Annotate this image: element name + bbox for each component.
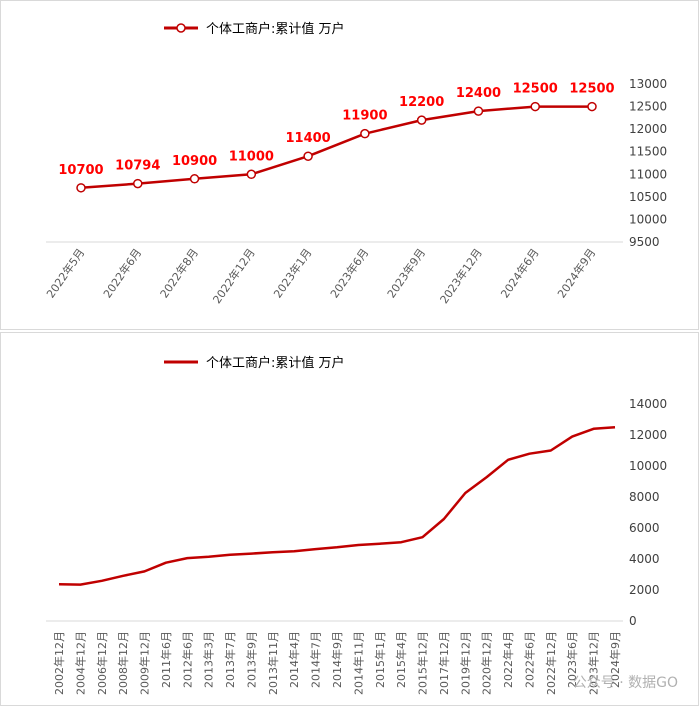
x-tick-label: 2024年9月: [554, 246, 598, 301]
y-tick-label: 9500: [629, 235, 660, 249]
watermark-text: 公众号 · 数据GO: [572, 675, 678, 691]
x-tick-label: 2014年11月: [351, 631, 365, 695]
y-tick-label: 10500: [629, 190, 667, 204]
y-tick-label: 0: [629, 614, 637, 628]
y-tick-label: 14000: [629, 397, 667, 411]
x-tick-label: 2023年6月: [565, 631, 579, 688]
y-tick-label: 4000: [629, 552, 660, 566]
data-point: [133, 178, 143, 189]
x-tick-label: 2013年11月: [266, 631, 280, 695]
chart-bottom-svg: 个体工商户:累计值 万户 0 2000 4000 6000 8000 10000 12000 1…: [46, 355, 667, 695]
data-point: [189, 174, 200, 184]
data-label: 12200: [399, 95, 444, 110]
y-tick-label: 6000: [629, 521, 660, 535]
x-tick-label: 2011年6月: [159, 631, 173, 688]
x-tick-label: 2014年9月: [330, 631, 344, 688]
legend-label: 个体工商户:累计值 万户: [206, 355, 345, 371]
x-tick-label: 2022年6月: [100, 246, 144, 301]
y-tick-label: 12500: [629, 100, 667, 114]
data-label: 12500: [569, 82, 614, 97]
y-tick-label: 12000: [629, 428, 667, 442]
x-tick-label: 2015年1月: [373, 631, 387, 688]
x-tick-label: 2024年9月: [608, 631, 622, 688]
x-tick-label: 2017年12月: [437, 631, 451, 695]
chart-panel-bottom: 个体工商户:累计值 万户 0 2000 4000 6000 8000 10000 12000 1…: [0, 332, 699, 706]
x-tick-label: 2015年12月: [416, 631, 430, 695]
x-tick-label: 2013年7月: [223, 631, 237, 688]
legend-marker: [176, 23, 186, 33]
data-label: 11900: [342, 109, 387, 124]
x-tick-label: 2022年12月: [544, 631, 558, 695]
x-tick-label: 2023年12月: [437, 246, 485, 306]
y-tick-label: 11000: [629, 167, 667, 181]
data-label: 12400: [456, 86, 501, 101]
x-tick-label: 2002年12月: [52, 631, 66, 695]
y-tick-label: 11500: [629, 145, 667, 159]
data-point: [416, 115, 427, 125]
x-tick-label: 2022年12月: [210, 246, 258, 306]
x-tick-label: 2023年1月: [270, 246, 314, 301]
x-tick-label: 2006年12月: [95, 631, 109, 695]
x-tick-label: 2023年12月: [587, 631, 601, 695]
data-point: [246, 169, 257, 180]
y-tick-label: 12000: [629, 122, 667, 136]
data-point: [76, 183, 86, 193]
x-tick-label: 2022年8月: [157, 246, 201, 301]
series-line: [80, 105, 592, 190]
x-tick-label: 2004年12月: [73, 631, 87, 695]
x-tick-label: 2022年4月: [501, 631, 515, 688]
data-label: 10794: [115, 159, 160, 174]
x-tick-label: 2015年4月: [394, 631, 408, 688]
x-tick-label: 2009年12月: [138, 631, 152, 695]
x-tick-label: 2008年12月: [116, 631, 130, 695]
x-tick-label: 2022年6月: [522, 631, 536, 688]
x-tick-label: 2023年6月: [327, 246, 371, 301]
legend-label: 个体工商户:累计值 万户: [206, 21, 345, 37]
x-tick-label: 2019年12月: [458, 631, 472, 695]
data-label: 10700: [58, 163, 103, 178]
x-tick-label: 2012年6月: [180, 631, 194, 688]
x-tick-label: 2024年6月: [498, 246, 542, 301]
x-tick-label: 2013年3月: [202, 631, 216, 688]
y-tick-label: 8000: [629, 490, 660, 504]
y-tick-label: 13000: [629, 77, 667, 91]
chart-panel-top: 个体工商户:累计值 万户 9500 10000 10500 11000 11500 1200…: [0, 0, 699, 330]
chart-top-svg: 个体工商户:累计值 万户 9500 10000 10500 11000 11500 1200…: [43, 21, 667, 306]
series-line: [58, 426, 616, 586]
data-label: 11000: [229, 149, 274, 164]
data-label: 10900: [172, 154, 217, 169]
x-tick-label: 2023年9月: [384, 246, 428, 301]
x-tick-label: 2022年5月: [43, 246, 87, 301]
data-point: [303, 151, 313, 161]
data-label: 11400: [285, 131, 330, 146]
y-tick-label: 2000: [629, 583, 660, 597]
x-tick-label: 2020年12月: [480, 631, 494, 695]
y-tick-label: 10000: [629, 212, 667, 226]
data-point: [530, 101, 540, 112]
y-tick-label: 10000: [629, 459, 667, 473]
x-tick-label: 2014年4月: [287, 631, 301, 688]
data-point: [587, 101, 597, 112]
data-point: [473, 106, 484, 116]
data-point: [360, 128, 370, 139]
x-tick-label: 2013年9月: [244, 631, 258, 688]
x-tick-label: 2014年7月: [309, 631, 323, 688]
data-label: 12500: [513, 82, 558, 97]
